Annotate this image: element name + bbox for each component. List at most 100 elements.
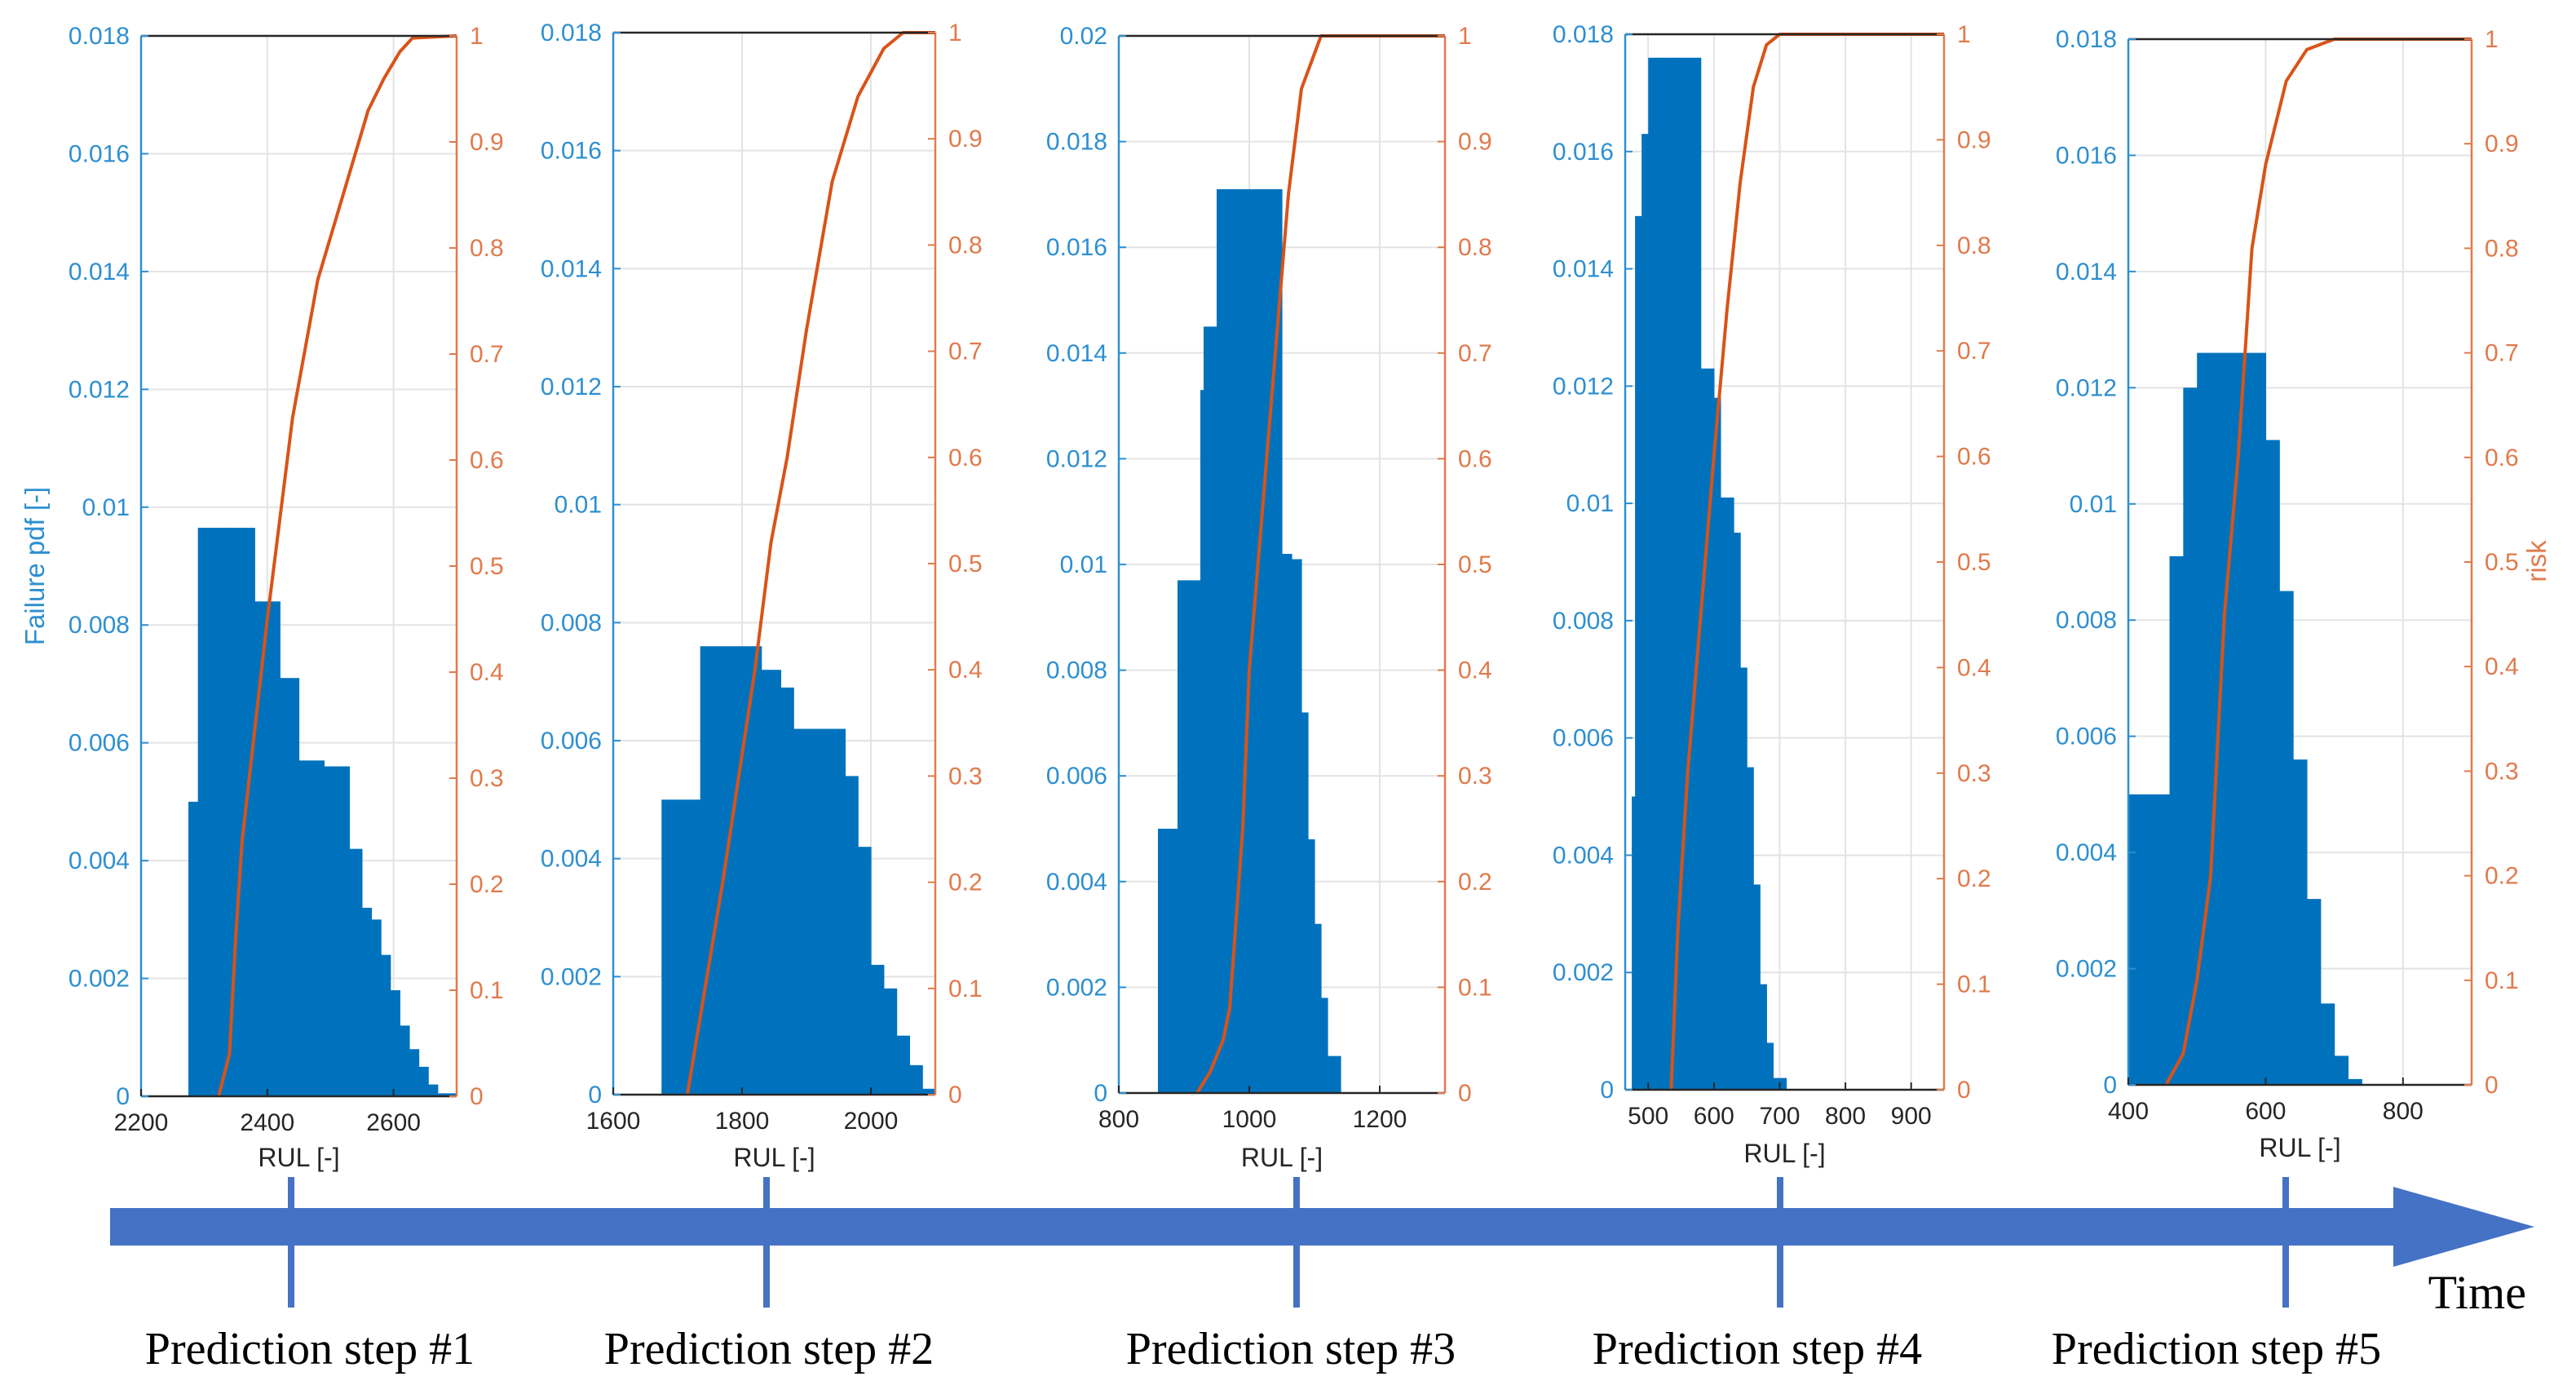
pdf-bar [1200,390,1204,1093]
risk-tick-label: 0.1 [948,976,983,1002]
pdf-bar [909,1064,923,1095]
y-tick-label: 0.008 [2056,607,2117,634]
y-tick-label: 0 [1094,1080,1107,1107]
pdf-bars [188,528,457,1096]
risk-tick-label: 1 [470,23,484,50]
pdf-bar [1315,923,1322,1093]
pdf-bar [361,907,373,1096]
x-ticks: 500 600 700 800 900 [1628,1082,1932,1130]
y-ticks-left: 0 0.002 0.004 0.006 0.008 0.01 0.012 0.014 0.016… [1553,21,1633,1104]
risk-tick-label: 0.9 [470,129,504,156]
risk-tick-label: 0.3 [1458,763,1492,790]
time-arrow-head [2393,1187,2534,1267]
pdf-bar [1178,580,1201,1093]
pdf-bar [922,1088,936,1095]
chart-panel-1: 0 0.002 0.004 0.006 0.008 0.01 0.012 0.014 0.016… [68,23,504,1172]
risk-tick-label: 0.9 [1957,126,1991,153]
risk-tick-label: 0.9 [948,126,983,153]
x-tick-label: 1000 [1222,1106,1277,1133]
step-label-3: Prediction step #3 [1126,1324,1456,1374]
pdf-bar [381,954,391,1096]
risk-tick-label: 0.1 [470,977,504,1004]
y-ticks-right: 0 0.1 0.2 0.3 0.4 0.5 0.6 0.7 0.8 0.9 1 [449,23,504,1110]
y-tick-label: 0.016 [68,140,130,167]
y-tick-label: 0.012 [1553,373,1614,400]
y-tick-label: 0.004 [1046,869,1107,896]
pdf-bar [298,760,325,1096]
pdf-bar [1204,326,1217,1093]
pdf-bar [1720,497,1734,1090]
x-tick-label: 1200 [1353,1106,1407,1133]
step-marker-4 [1777,1177,1783,1308]
y-tick-label: 0.006 [1046,763,1107,790]
risk-tick-label: 0.9 [2485,131,2519,157]
x-axis-label: RUL [-] [1241,1143,1323,1172]
x-tick-label: 500 [1628,1103,1668,1130]
x-ticks: 2200 2400 2600 [114,1089,421,1136]
pdf-bar [2128,794,2171,1085]
risk-tick-label: 0 [2485,1072,2499,1099]
step-label-5: Prediction step #5 [2052,1324,2381,1374]
y-tick-label: 0.002 [1046,974,1107,1001]
y-tick-label: 0.006 [2056,724,2117,750]
risk-tick-label: 0 [1458,1080,1472,1107]
x-axis-label: RUL [-] [258,1143,339,1172]
pdf-bar [2197,352,2266,1086]
risk-tick-label: 0.2 [948,870,983,896]
x-axis-label: RUL [-] [1743,1139,1825,1168]
pdf-bar [2320,1003,2335,1085]
pdf-bar [418,1066,429,1096]
x-tick-label: 900 [1891,1103,1932,1130]
y-tick-label: 0.012 [1046,445,1107,472]
y-tick-label: 0.018 [1046,129,1107,156]
x-tick-label: 800 [1825,1103,1866,1130]
risk-tick-label: 1 [1458,23,1472,50]
y-tick-label: 0.004 [2056,839,2117,866]
risk-tick-label: 0.5 [1957,549,1991,576]
y-tick-label: 0.008 [68,612,130,639]
pdf-bar [1301,712,1309,1093]
x-tick-label: 1800 [715,1108,770,1135]
risk-tick-label: 0.8 [1957,232,1991,259]
risk-curve [2164,38,2472,1086]
y-tick-label: 0.014 [1046,340,1107,367]
y-ticks-right: 0 0.1 0.2 0.3 0.4 0.5 0.6 0.7 0.8 0.9 1 [928,20,983,1109]
y-tick-label: 0.002 [2056,956,2117,983]
y-ticks-left: 0 0.002 0.004 0.006 0.008 0.01 0.012 0.014 0.016… [68,23,148,1110]
pdf-bar [1753,884,1761,1090]
risk-tick-label: 0.9 [1458,129,1492,156]
pdf-bar [1632,796,1636,1090]
y-tick-label: 0.012 [68,376,130,403]
x-tick-label: 700 [1759,1103,1800,1130]
risk-tick-label: 0.2 [2485,863,2519,890]
pdf-bar [437,1093,457,1096]
pdf-bar [390,990,400,1096]
pdf-bar [1328,1055,1341,1093]
pdf-bar [1740,667,1748,1090]
pdf-bar [1648,57,1662,1090]
y-tick-label: 0.004 [1553,842,1614,869]
y-ticks-right: 0 0.1 0.2 0.3 0.4 0.5 0.6 0.7 0.8 0.9 1 [1438,23,1492,1107]
risk-tick-label: 0.4 [470,659,504,686]
pdf-bar [2293,759,2308,1085]
pdf-bar [349,848,363,1096]
y-tick-label: 0.018 [541,20,602,46]
x-axis-label: RUL [-] [2259,1133,2340,1162]
risk-tick-label: 1 [948,20,962,46]
y-tick-label: 0.018 [2056,26,2117,53]
y-tick-label: 0.02 [1060,23,1107,50]
y-tick-label: 0.016 [1553,139,1614,166]
y-tick-label: 0.006 [541,728,602,755]
pdf-bar [1760,984,1767,1090]
x-tick-label: 800 [2383,1098,2424,1125]
risk-tick-label: 0.2 [1458,869,1492,896]
risk-tick-label: 0.5 [1458,551,1492,578]
y-tick-label: 0.004 [68,847,130,874]
x-tick-label: 800 [1098,1106,1139,1133]
y-tick-label: 0 [1600,1077,1614,1104]
pdf-bar [845,776,859,1095]
step-marker-2 [763,1177,770,1308]
risk-tick-label: 0.4 [948,657,983,684]
risk-tick-label: 0.3 [1957,760,1991,787]
y-tick-label: 0.014 [68,259,130,285]
